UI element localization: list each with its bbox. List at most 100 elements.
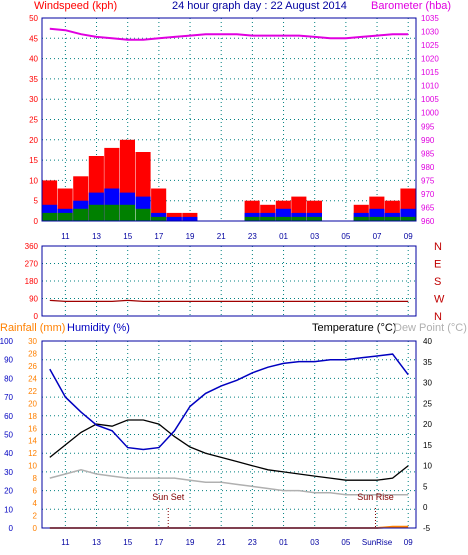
humidity-tick-label: 80 (4, 374, 13, 383)
barometer-tick-label: 960 (421, 217, 435, 226)
temperature-axis-title: Temperature (°C) (312, 322, 396, 334)
windspeed-min-bar (104, 204, 120, 221)
rainfall-tick-label: 0 (33, 524, 38, 533)
windspeed-min-bar (275, 216, 291, 221)
rainfall-tick-label: 30 (28, 337, 37, 346)
temperature-tick-label: 40 (423, 337, 432, 346)
humidity-tick-label: 60 (4, 412, 13, 421)
x-tick-label: 01 (279, 538, 288, 547)
temperature-tick-label: 15 (423, 441, 432, 450)
x-tick-label: 07 (373, 232, 382, 241)
barometer-tick-label: 970 (421, 190, 435, 199)
windspeed-avg-bar (182, 216, 198, 221)
rainfall-tick-label: 6 (33, 487, 38, 496)
barometer-tick-label: 995 (421, 122, 435, 131)
x-tick-label: 11 (61, 538, 70, 547)
windspeed-axis-title: Windspeed (kph) (34, 0, 117, 12)
windspeed-min-bar (291, 216, 307, 221)
windspeed-tick-label: 30 (29, 95, 38, 104)
barometer-axis-title: Barometer (hba) (371, 0, 451, 12)
x-tick-label: 09 (404, 232, 413, 241)
windspeed-min-bar (244, 216, 260, 221)
windspeed-tick-label: 0 (34, 217, 39, 226)
x-tick-label: 19 (186, 232, 195, 241)
temperature-tick-label: 35 (423, 358, 432, 367)
x-tick-label: 03 (310, 538, 319, 547)
x-tick-label: 17 (154, 232, 163, 241)
x-tick-label: 01 (279, 232, 288, 241)
windspeed-min-bar (57, 212, 73, 221)
windspeed-tick-label: 35 (29, 75, 38, 84)
x-tick-label: 21 (217, 538, 226, 547)
barometer-tick-label: 1025 (421, 41, 439, 50)
wind-direction-line (49, 299, 409, 302)
x-tick-label: 11 (61, 232, 70, 241)
barometer-tick-label: 975 (421, 176, 435, 185)
windspeed-min-bar (42, 212, 58, 221)
compass-label: W (434, 294, 445, 306)
humidity-line (49, 353, 409, 451)
windspeed-min-bar (369, 216, 385, 221)
humidity-tick-label: 30 (4, 468, 13, 477)
rainfall-tick-label: 16 (28, 424, 37, 433)
barometer-line (49, 27, 409, 41)
windspeed-tick-label: 40 (29, 55, 38, 64)
windspeed-min-bar (384, 216, 400, 221)
windspeed-min-bar (306, 216, 322, 221)
rainfall-tick-label: 14 (28, 437, 37, 446)
windspeed-min-bar (135, 208, 151, 221)
barometer-tick-label: 1015 (421, 68, 439, 77)
windspeed-gust-bar (151, 188, 167, 221)
rainfall-tick-label: 4 (33, 499, 38, 508)
rainfall-tick-label: 28 (28, 349, 37, 358)
x-tick-label: 05 (341, 538, 350, 547)
rainfall-tick-label: 12 (28, 449, 37, 458)
windspeed-tick-label: 5 (34, 197, 39, 206)
windspeed-avg-bar (166, 216, 182, 221)
windspeed-min-bar (353, 216, 369, 221)
x-tick-label: 13 (92, 538, 101, 547)
windspeed-min-bar (73, 208, 89, 221)
rainfall-axis-title: Rainfall (mm) (0, 322, 65, 334)
x-tick-label: 17 (154, 538, 163, 547)
x-tick-label: 15 (123, 538, 132, 547)
compass-label: N (434, 241, 442, 253)
barometer-tick-label: 1010 (421, 82, 439, 91)
humidity-tick-label: 70 (4, 393, 13, 402)
compass-label: E (434, 259, 441, 271)
x-tick-label: 15 (123, 232, 132, 241)
windspeed-min-bar (260, 216, 276, 221)
x-tick-label: 19 (186, 538, 195, 547)
chart-title: 24 hour graph day : 22 August 2014 (172, 0, 347, 12)
humidity-tick-label: 20 (4, 487, 13, 496)
dewpoint-axis-title: Dew Point (°C) (394, 322, 467, 334)
compass-label: N (434, 311, 442, 323)
panel-frame (41, 245, 417, 317)
x-tick-label: 03 (310, 232, 319, 241)
barometer-tick-label: 985 (421, 149, 435, 158)
humidity-tick-label: 90 (4, 356, 13, 365)
barometer-tick-label: 990 (421, 136, 435, 145)
temperature-tick-label: 5 (423, 482, 428, 491)
windspeed-min-bar (400, 216, 416, 221)
panel-frame (41, 17, 417, 222)
windspeed-tick-label: 20 (29, 136, 38, 145)
sunset-label: Sun Set (152, 492, 185, 502)
sunrise-label: Sun Rise (357, 492, 394, 502)
x-tick-label: 13 (92, 232, 101, 241)
rainfall-tick-label: 8 (33, 474, 38, 483)
rainfall-tick-label: 24 (28, 374, 37, 383)
x-tick-label: SunRise (362, 538, 393, 547)
rainfall-tick-label: 26 (28, 362, 37, 371)
windspeed-tick-label: 15 (29, 156, 38, 165)
windspeed-min-bar (88, 204, 104, 221)
rainfall-tick-label: 20 (28, 399, 37, 408)
direction-tick-label: 360 (25, 242, 39, 251)
rainfall-tick-label: 18 (28, 412, 37, 421)
barometer-tick-label: 1020 (421, 55, 439, 64)
temperature-tick-label: 0 (423, 503, 428, 512)
barometer-tick-label: 1030 (421, 28, 439, 37)
direction-tick-label: 180 (25, 277, 39, 286)
dewpoint-line (49, 469, 409, 496)
